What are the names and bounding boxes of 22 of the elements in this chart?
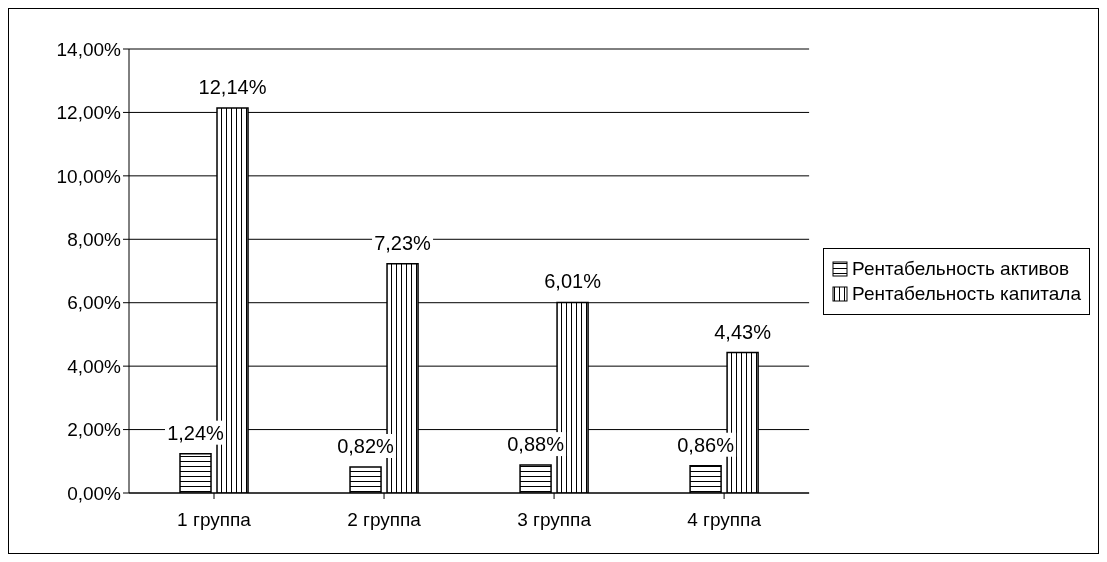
y-tick-label: 12,00% [56, 102, 122, 124]
data-label: 4,43% [714, 320, 772, 343]
x-tick-label: 4 группа [687, 509, 762, 531]
y-tick-label: 14,00% [56, 38, 122, 60]
y-tick-label: 8,00% [67, 229, 122, 251]
data-label: 6,01% [544, 270, 602, 293]
data-label: 1,24% [167, 421, 225, 444]
y-tick-label: 0,00% [67, 482, 122, 504]
x-tick-label: 2 группа [347, 509, 422, 531]
legend-label: Рентабельность активов [852, 257, 1070, 280]
data-label: 0,82% [337, 434, 395, 457]
y-tick-label: 6,00% [67, 292, 122, 314]
y-tick-label: 10,00% [56, 165, 122, 187]
x-tick-label: 1 группа [177, 509, 252, 531]
data-label: 7,23% [374, 231, 432, 254]
data-label: 0,86% [677, 433, 735, 456]
legend-label: Рентабельность капитала [852, 282, 1081, 305]
data-label: 0,88% [507, 433, 565, 456]
y-tick-label: 4,00% [67, 355, 122, 377]
x-tick-label: 3 группа [517, 509, 592, 531]
data-label: 12,14% [198, 75, 267, 98]
y-tick-label: 2,00% [67, 419, 122, 441]
